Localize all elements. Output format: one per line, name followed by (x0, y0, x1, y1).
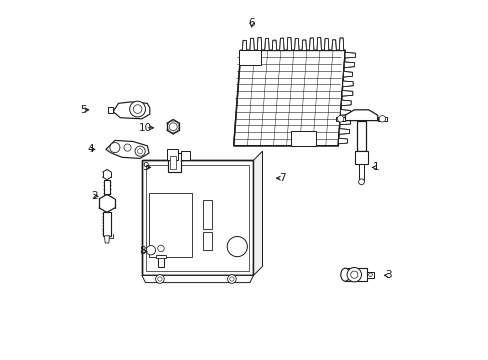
Polygon shape (342, 81, 352, 87)
Polygon shape (149, 193, 192, 257)
Polygon shape (103, 212, 111, 236)
Polygon shape (290, 131, 316, 146)
Text: 8: 8 (140, 246, 146, 256)
Polygon shape (339, 119, 350, 125)
Polygon shape (203, 200, 212, 229)
Polygon shape (341, 100, 350, 106)
Text: 5: 5 (80, 105, 86, 115)
Circle shape (123, 144, 131, 151)
Polygon shape (169, 156, 176, 169)
Polygon shape (294, 39, 299, 50)
Polygon shape (331, 40, 336, 50)
Polygon shape (339, 129, 349, 134)
Polygon shape (377, 117, 386, 121)
Text: 4: 4 (87, 144, 94, 154)
Polygon shape (167, 149, 178, 160)
Polygon shape (249, 38, 254, 50)
Polygon shape (338, 138, 347, 144)
Text: 9: 9 (142, 162, 148, 172)
Polygon shape (344, 62, 354, 68)
Circle shape (358, 179, 364, 185)
Polygon shape (242, 40, 246, 50)
Polygon shape (257, 37, 261, 50)
Polygon shape (203, 232, 212, 250)
Polygon shape (356, 121, 365, 151)
Polygon shape (239, 50, 261, 65)
Polygon shape (286, 37, 291, 50)
Circle shape (227, 237, 247, 257)
Polygon shape (113, 102, 149, 119)
Polygon shape (354, 151, 367, 164)
Circle shape (378, 116, 385, 122)
Circle shape (227, 275, 236, 283)
Polygon shape (343, 71, 352, 77)
Polygon shape (233, 50, 345, 146)
Polygon shape (181, 151, 190, 160)
Polygon shape (316, 37, 321, 50)
Polygon shape (279, 38, 284, 50)
Polygon shape (104, 236, 109, 243)
Polygon shape (107, 107, 113, 113)
Text: 10: 10 (139, 123, 152, 133)
Polygon shape (309, 38, 313, 50)
Polygon shape (340, 109, 350, 115)
Polygon shape (339, 38, 343, 50)
Polygon shape (272, 40, 276, 50)
Text: 1: 1 (372, 162, 378, 172)
Polygon shape (106, 140, 149, 158)
Circle shape (135, 146, 145, 156)
Polygon shape (142, 160, 253, 275)
Polygon shape (264, 39, 269, 50)
Circle shape (346, 267, 361, 282)
Polygon shape (302, 40, 306, 50)
Polygon shape (336, 117, 345, 121)
Text: 2: 2 (91, 191, 98, 201)
Circle shape (110, 143, 120, 153)
Polygon shape (366, 272, 373, 278)
Polygon shape (142, 275, 253, 283)
Circle shape (129, 101, 145, 117)
Polygon shape (324, 39, 328, 50)
Polygon shape (158, 255, 163, 267)
Text: 3: 3 (385, 270, 391, 280)
Polygon shape (345, 268, 366, 281)
Polygon shape (342, 90, 352, 96)
Text: 7: 7 (279, 173, 285, 183)
Circle shape (146, 246, 155, 255)
Polygon shape (358, 164, 364, 180)
Polygon shape (344, 52, 355, 58)
Circle shape (337, 116, 343, 122)
Polygon shape (253, 151, 262, 275)
Polygon shape (345, 110, 377, 121)
Polygon shape (168, 153, 186, 172)
Ellipse shape (340, 268, 349, 281)
Polygon shape (104, 180, 110, 194)
Circle shape (155, 275, 164, 283)
Polygon shape (155, 255, 166, 258)
Text: 6: 6 (248, 18, 254, 28)
